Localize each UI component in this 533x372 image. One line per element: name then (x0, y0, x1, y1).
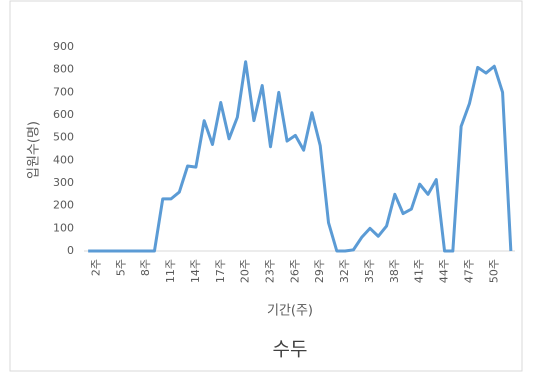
x-tick-label: 29주 (313, 259, 326, 283)
x-tick-label: 32주 (338, 259, 351, 283)
x-tick-label: 23주 (263, 259, 276, 283)
y-tick-label: 0 (67, 244, 74, 257)
y-axis-label: 입원수(명) (27, 121, 42, 179)
y-tick-label: 900 (53, 40, 74, 53)
y-tick-label: 600 (53, 108, 74, 121)
x-tick-label: 47주 (462, 259, 475, 283)
x-tick-label: 8주 (139, 259, 152, 276)
data-line (88, 60, 513, 253)
y-tick-label: 400 (53, 153, 74, 166)
y-tick-label: 100 (53, 221, 74, 234)
x-tick-label: 2주 (89, 259, 102, 276)
y-tick-label: 200 (53, 199, 74, 212)
x-axis-label: 기간(주) (267, 304, 313, 319)
y-tick-label: 800 (53, 63, 74, 76)
x-tick-label: 41주 (413, 259, 426, 283)
x-tick-label: 11주 (164, 259, 177, 283)
x-tick-label: 20주 (239, 259, 252, 283)
x-tick-label: 5주 (114, 259, 127, 276)
y-tick-label: 500 (53, 131, 74, 144)
chart-title: 수두 (273, 339, 308, 361)
x-tick-label: 50주 (487, 259, 500, 283)
x-tick-label: 35주 (363, 259, 376, 283)
x-tick-label: 26주 (288, 259, 301, 283)
x-tick-label: 17주 (214, 259, 227, 283)
y-tick-label: 700 (53, 85, 74, 98)
x-tick-label: 44주 (438, 259, 451, 283)
x-tick-label: 14주 (189, 259, 202, 283)
y-tick-label: 300 (53, 176, 74, 189)
x-tick-label: 38주 (388, 259, 401, 283)
